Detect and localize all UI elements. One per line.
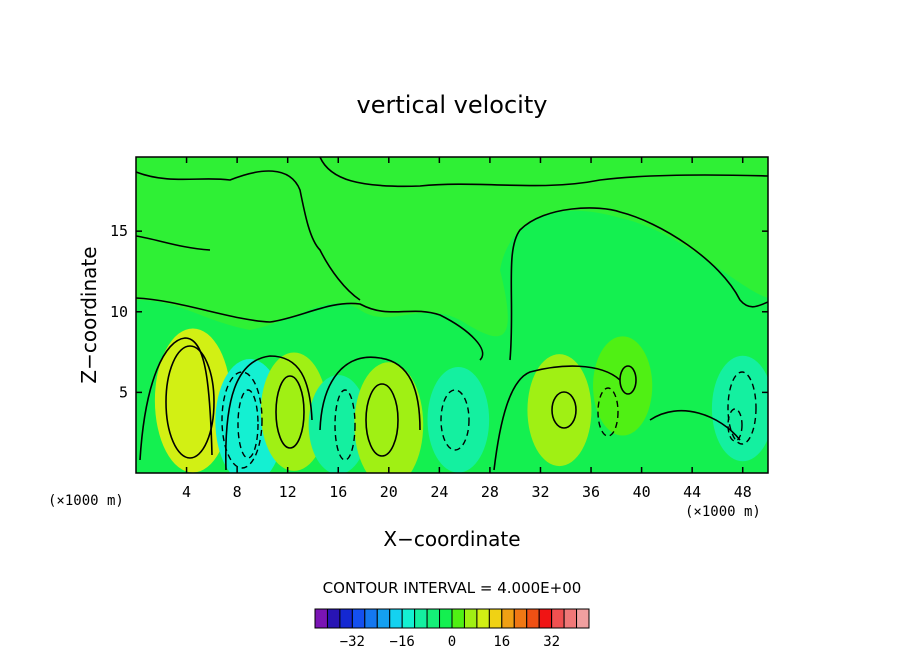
colorbar-swatch-16 <box>513 608 528 629</box>
colorbar-swatch-20 <box>563 608 578 629</box>
colorbar-swatch-5 <box>376 608 391 629</box>
x-unit-label-left: (×1000 m) <box>48 493 124 509</box>
x-tick-label-40: 40 <box>633 483 651 501</box>
x-unit-label-right: (×1000 m) <box>685 504 761 520</box>
y-tick-label-10: 10 <box>110 303 128 321</box>
dashed-contours <box>221 371 757 469</box>
y-tick-label-5: 5 <box>119 383 128 401</box>
colorbar-tick-label-1: −16 <box>390 634 415 650</box>
x-axis: 4 8 12 16 20 24 28 32 36 40 44 48 <box>182 157 752 501</box>
colorbar-swatch-21 <box>576 608 590 629</box>
contour-interval-label: CONTOUR INTERVAL = 4.000E+00 <box>323 579 582 597</box>
x-tick-label-48: 48 <box>734 483 752 501</box>
colorbar-swatch-14 <box>488 608 503 629</box>
solid-contours <box>165 345 637 459</box>
plot-frame <box>135 156 769 474</box>
colorbar-swatch-17 <box>526 608 540 629</box>
anomaly-region-6 <box>527 354 592 467</box>
y-axis: 5 10 15 <box>110 222 768 401</box>
colorbar-swatch-2 <box>339 608 353 629</box>
colorbar-swatch-10 <box>439 608 453 629</box>
colorbar-swatch-3 <box>351 608 366 629</box>
upper-level-band <box>136 157 768 307</box>
colorbar-swatch-19 <box>551 608 565 629</box>
x-tick-label-20: 20 <box>380 483 398 501</box>
contour-lines <box>136 157 768 471</box>
y-axis-label: Z−coordinate <box>77 246 101 383</box>
colorbar-tick-label-3: 16 <box>493 634 510 650</box>
colorbar-swatch-9 <box>426 608 441 629</box>
plot-area <box>136 157 768 473</box>
x-tick-label-8: 8 <box>233 483 242 501</box>
colorbar-swatch-0 <box>314 608 328 629</box>
colorbar-swatch-12 <box>463 608 478 629</box>
x-tick-label-12: 12 <box>279 483 297 501</box>
y-tick-label-15: 15 <box>110 222 128 240</box>
x-tick-label-16: 16 <box>329 483 347 501</box>
colorbar-tick-labels: −32 −16 0 16 32 <box>340 634 560 650</box>
colorbar <box>314 608 590 629</box>
x-tick-label-28: 28 <box>481 483 499 501</box>
x-tick-label-32: 32 <box>531 483 549 501</box>
upper-wavy-region <box>136 157 768 337</box>
x-tick-label-24: 24 <box>430 483 448 501</box>
x-axis-label: X−coordinate <box>383 527 520 551</box>
colorbar-swatch-4 <box>364 608 378 629</box>
colorbar-swatch-8 <box>414 608 428 629</box>
x-tick-label-36: 36 <box>582 483 600 501</box>
chart-title: vertical velocity <box>357 91 548 119</box>
colorbar-swatch-13 <box>476 608 490 629</box>
colorbar-swatch-15 <box>501 608 515 629</box>
anomaly-region-8 <box>711 355 768 462</box>
colorbar-swatch-1 <box>326 608 341 629</box>
colorbar-swatch-18 <box>538 608 553 629</box>
anomaly-region-7 <box>593 336 653 436</box>
anomaly-region-5 <box>427 366 490 473</box>
x-tick-label-4: 4 <box>182 483 191 501</box>
anomaly-region-4 <box>354 362 424 473</box>
colorbar-tick-label-4: 32 <box>543 634 560 650</box>
colorbar-tick-label-2: 0 <box>448 634 456 650</box>
colorbar-swatch-6 <box>389 608 403 629</box>
colorbar-swatch-11 <box>451 608 465 629</box>
colorbar-tick-label-0: −32 <box>340 634 365 650</box>
x-tick-label-44: 44 <box>683 483 701 501</box>
colorbar-swatch-7 <box>401 608 416 629</box>
